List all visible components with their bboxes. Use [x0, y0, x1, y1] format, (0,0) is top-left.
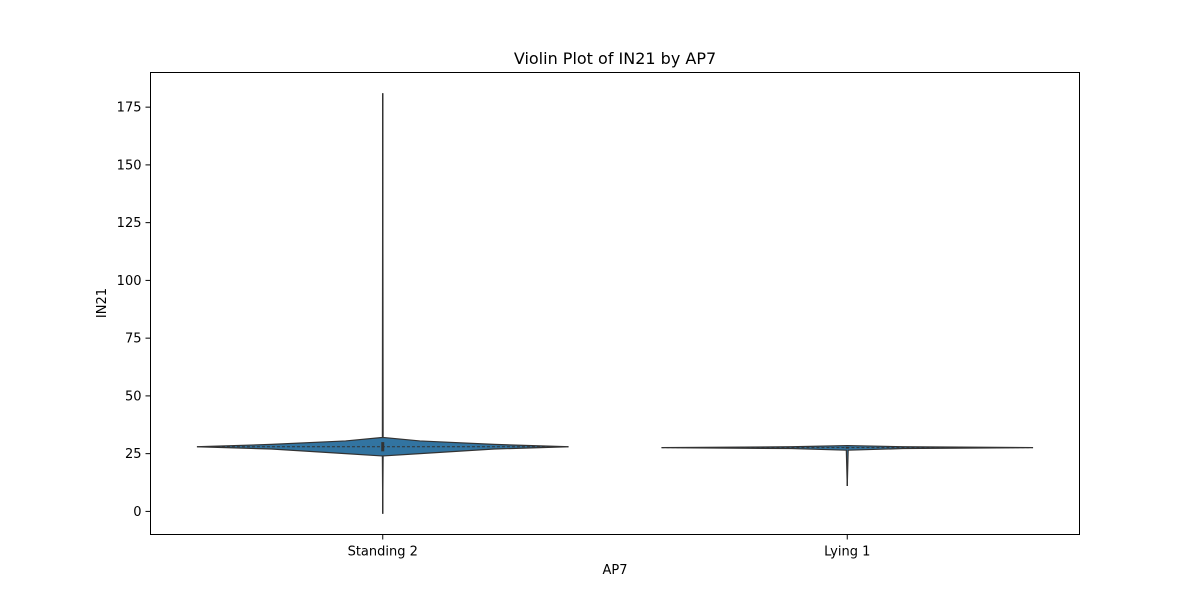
violin-lying-1: [661, 444, 1034, 487]
plot-area: [196, 93, 1034, 514]
y-tick-label: 75: [125, 332, 142, 347]
x-tick-label: Lying 1: [824, 545, 870, 560]
y-tick-label: 150: [117, 158, 142, 173]
x-tick-label: Standing 2: [348, 545, 418, 560]
x-axis-label: AP7: [602, 563, 627, 578]
y-tick-label: 0: [133, 505, 141, 520]
y-tick-label: 125: [117, 216, 142, 231]
violin-body: [196, 93, 569, 514]
y-tick-label: 100: [117, 274, 142, 289]
violin-body: [661, 444, 1034, 487]
y-axis: 0 25 50 75 100 125 150 175: [117, 101, 151, 520]
y-axis-label: IN21: [95, 288, 110, 318]
x-axis: Standing 2 Lying 1: [348, 534, 870, 560]
violin-standing-2: [196, 93, 569, 514]
chart-title: Violin Plot of IN21 by AP7: [514, 49, 716, 68]
y-tick-label: 25: [125, 447, 142, 462]
plot-frame: [150, 72, 1080, 535]
y-tick-label: 175: [117, 101, 142, 116]
y-tick-label: 50: [125, 389, 142, 404]
